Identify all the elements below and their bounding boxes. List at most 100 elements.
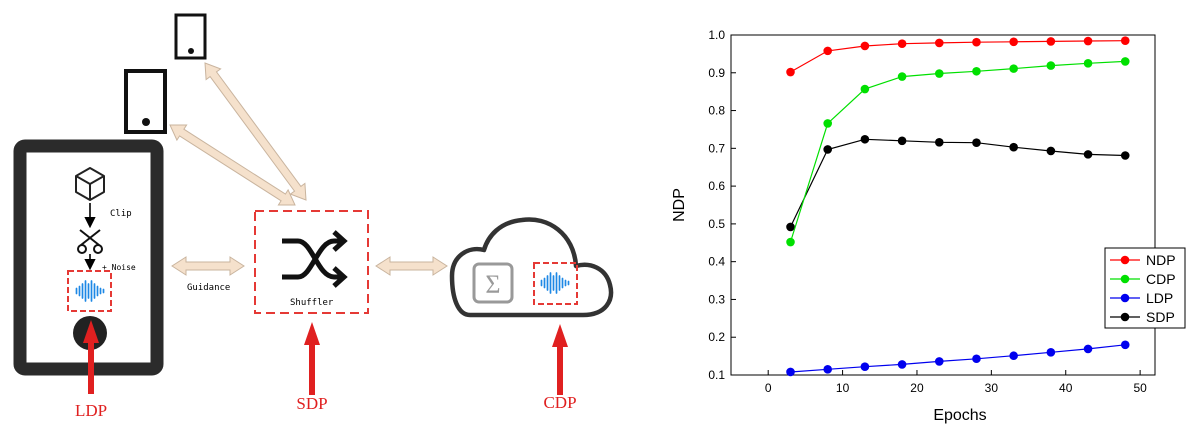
series-line bbox=[789, 138, 1126, 228]
cdp-label: CDP bbox=[543, 393, 576, 412]
waveform-icon bbox=[75, 280, 105, 302]
data-point bbox=[823, 365, 833, 374]
data-point bbox=[786, 367, 795, 377]
data-point bbox=[860, 362, 870, 371]
data-point bbox=[786, 237, 795, 247]
legend-item-ldp: LDP bbox=[1110, 290, 1173, 306]
beige-double-arrows bbox=[169, 62, 448, 276]
legend-item-cdp: CDP bbox=[1110, 271, 1176, 287]
data-point bbox=[972, 66, 981, 76]
legend-label: CDP bbox=[1146, 271, 1176, 287]
data-point bbox=[786, 67, 795, 77]
data-point bbox=[972, 138, 981, 147]
double-arrow bbox=[171, 256, 245, 276]
data-point bbox=[1046, 61, 1056, 70]
phone-icon bbox=[124, 69, 167, 134]
sdp-label: SDP bbox=[296, 394, 327, 413]
y-tick-label: 0.2 bbox=[708, 330, 725, 344]
cdp-arrow bbox=[552, 324, 568, 395]
ldp-arrow bbox=[83, 320, 99, 394]
sigma-icon bbox=[472, 262, 514, 304]
waveform-icon bbox=[540, 272, 570, 294]
x-tick-label: 30 bbox=[985, 381, 999, 395]
double-arrow bbox=[375, 256, 448, 276]
legend-marker bbox=[1120, 312, 1130, 322]
shuffle-icon bbox=[282, 230, 348, 288]
data-point bbox=[860, 41, 870, 51]
data-point bbox=[934, 38, 944, 48]
shuffler-dashed-box bbox=[254, 210, 369, 314]
data-point bbox=[1046, 146, 1056, 156]
data-point bbox=[1009, 64, 1018, 73]
cube-icon bbox=[75, 167, 105, 201]
data-point bbox=[823, 46, 833, 56]
legend-marker bbox=[1120, 255, 1130, 265]
data-point bbox=[860, 134, 870, 144]
data-point bbox=[972, 37, 981, 47]
data-point bbox=[1083, 344, 1093, 354]
series-group bbox=[786, 36, 1130, 377]
data-point bbox=[1083, 36, 1093, 46]
legend-marker bbox=[1120, 274, 1130, 284]
cdp-dashed-box bbox=[533, 262, 578, 305]
data-point bbox=[823, 119, 833, 128]
data-point bbox=[1083, 59, 1093, 68]
series-ndp bbox=[786, 36, 1130, 77]
data-point bbox=[897, 72, 907, 81]
y-tick-label: 0.6 bbox=[708, 179, 725, 193]
double-arrow bbox=[169, 124, 296, 206]
ldp-label: LDP bbox=[75, 401, 107, 420]
scissors-icon bbox=[77, 229, 103, 254]
data-point bbox=[786, 222, 795, 232]
x-tick-label: 50 bbox=[1133, 381, 1147, 395]
data-point bbox=[897, 39, 907, 48]
data-point bbox=[1046, 348, 1056, 357]
data-point bbox=[823, 145, 833, 154]
data-point bbox=[1009, 142, 1018, 152]
x-tick-label: 0 bbox=[765, 381, 772, 395]
series-line bbox=[790, 344, 1126, 373]
data-point bbox=[860, 84, 870, 94]
x-tick-label: 40 bbox=[1059, 381, 1073, 395]
legend-item-sdp: SDP bbox=[1110, 309, 1175, 325]
y-tick-label: 0.4 bbox=[708, 255, 725, 269]
data-point bbox=[1083, 150, 1093, 159]
series-cdp bbox=[786, 57, 1130, 247]
data-point bbox=[897, 136, 907, 146]
series-ldp bbox=[786, 340, 1130, 377]
sigma-symbol: Σ bbox=[485, 270, 500, 299]
data-point bbox=[1120, 36, 1130, 45]
legend-box bbox=[1104, 247, 1186, 329]
architecture-diagram: Clip + Noise Shuffler Guidance Σ bbox=[13, 13, 614, 420]
ldp-dashed-box bbox=[67, 270, 112, 312]
data-point bbox=[934, 69, 944, 78]
x-axis-title: Epochs bbox=[933, 407, 986, 424]
series-line bbox=[790, 40, 1126, 73]
clip-label: Clip bbox=[110, 209, 132, 219]
legend-marker bbox=[1120, 293, 1130, 303]
y-tick-label: 0.5 bbox=[708, 217, 725, 231]
legend: NDP CDP LDP SDP bbox=[1104, 247, 1186, 329]
y-axis: 0.1 0.2 0.3 0.4 0.5 0.6 0.7 0.8 0.9 1.0 bbox=[708, 28, 736, 382]
noise-label: + Noise bbox=[102, 263, 136, 272]
x-tick-label: 20 bbox=[910, 381, 924, 395]
x-axis: 0 10 20 30 40 50 bbox=[765, 370, 1147, 395]
data-point bbox=[1120, 151, 1130, 160]
y-tick-label: 0.7 bbox=[708, 141, 725, 155]
guidance-label: Guidance bbox=[187, 283, 230, 293]
data-point bbox=[1009, 351, 1018, 361]
legend-label: NDP bbox=[1146, 252, 1176, 268]
x-tick-label: 10 bbox=[836, 381, 850, 395]
legend-label: LDP bbox=[1146, 290, 1173, 306]
phone-icon bbox=[174, 13, 207, 60]
shuffler-label: Shuffler bbox=[290, 298, 334, 308]
ndp-line-chart: 0.1 0.2 0.3 0.4 0.5 0.6 0.7 0.8 0.9 1.0 0 10 20 30 40… bbox=[671, 28, 1186, 424]
y-tick-label: 0.9 bbox=[708, 66, 725, 80]
y-tick-label: 0.8 bbox=[708, 104, 725, 118]
double-arrow bbox=[204, 62, 307, 201]
red-arrows bbox=[83, 320, 568, 395]
data-point bbox=[897, 360, 907, 369]
data-point bbox=[934, 357, 944, 366]
data-point bbox=[1120, 57, 1130, 66]
